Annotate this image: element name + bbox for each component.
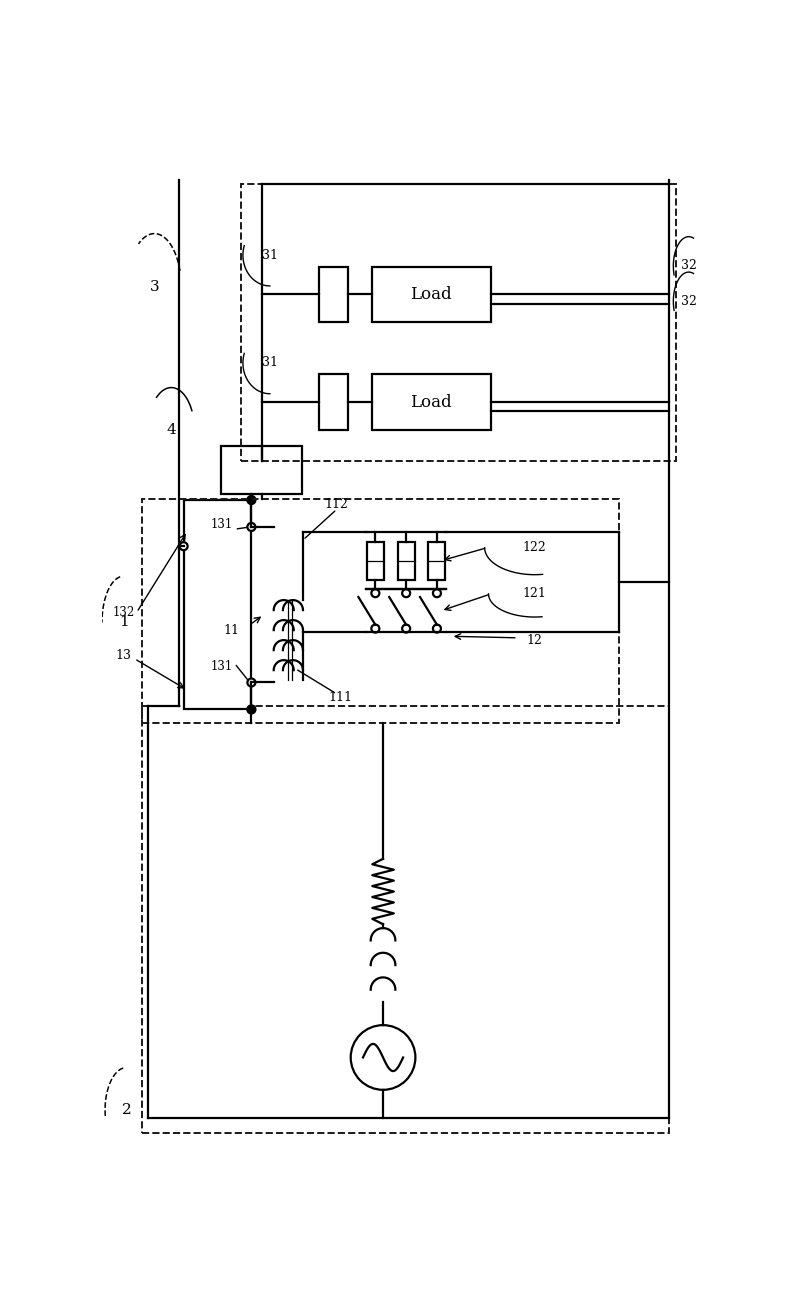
Text: 131: 131	[210, 660, 233, 673]
Bar	[184, 500, 251, 709]
Text: 31: 31	[262, 357, 278, 370]
Text: 1: 1	[118, 615, 129, 629]
Text: 111: 111	[329, 691, 353, 704]
Text: 13: 13	[115, 649, 131, 662]
Text: 131: 131	[210, 518, 233, 531]
Text: Load: Load	[410, 394, 452, 411]
Bar	[371, 266, 491, 322]
Text: 4: 4	[166, 422, 176, 437]
Bar	[241, 183, 676, 461]
Bar	[142, 705, 670, 1133]
Text: 3: 3	[150, 280, 159, 295]
Text: 31: 31	[262, 248, 278, 262]
Bar	[371, 375, 491, 430]
Bar	[367, 541, 384, 580]
Circle shape	[350, 1025, 415, 1090]
Text: 12: 12	[527, 633, 542, 646]
Bar	[319, 266, 349, 322]
Circle shape	[247, 496, 256, 504]
Bar	[222, 446, 302, 494]
Bar	[142, 499, 619, 722]
Circle shape	[402, 624, 410, 633]
Circle shape	[247, 705, 256, 714]
Text: 121: 121	[523, 588, 546, 601]
Circle shape	[247, 678, 255, 686]
Bar	[319, 375, 349, 430]
Circle shape	[180, 543, 188, 550]
Text: 132: 132	[113, 606, 134, 619]
Text: 2: 2	[122, 1103, 131, 1116]
Text: 32: 32	[681, 260, 697, 273]
Bar	[398, 541, 414, 580]
Text: 32: 32	[681, 295, 697, 307]
Circle shape	[433, 624, 441, 633]
Circle shape	[402, 589, 410, 597]
Circle shape	[371, 624, 379, 633]
Circle shape	[433, 589, 441, 597]
Bar	[429, 541, 446, 580]
Text: 11: 11	[223, 624, 239, 637]
Text: Load: Load	[410, 286, 452, 302]
Text: 122: 122	[523, 541, 546, 554]
Circle shape	[371, 589, 379, 597]
Text: 112: 112	[325, 499, 349, 512]
Circle shape	[247, 523, 255, 531]
